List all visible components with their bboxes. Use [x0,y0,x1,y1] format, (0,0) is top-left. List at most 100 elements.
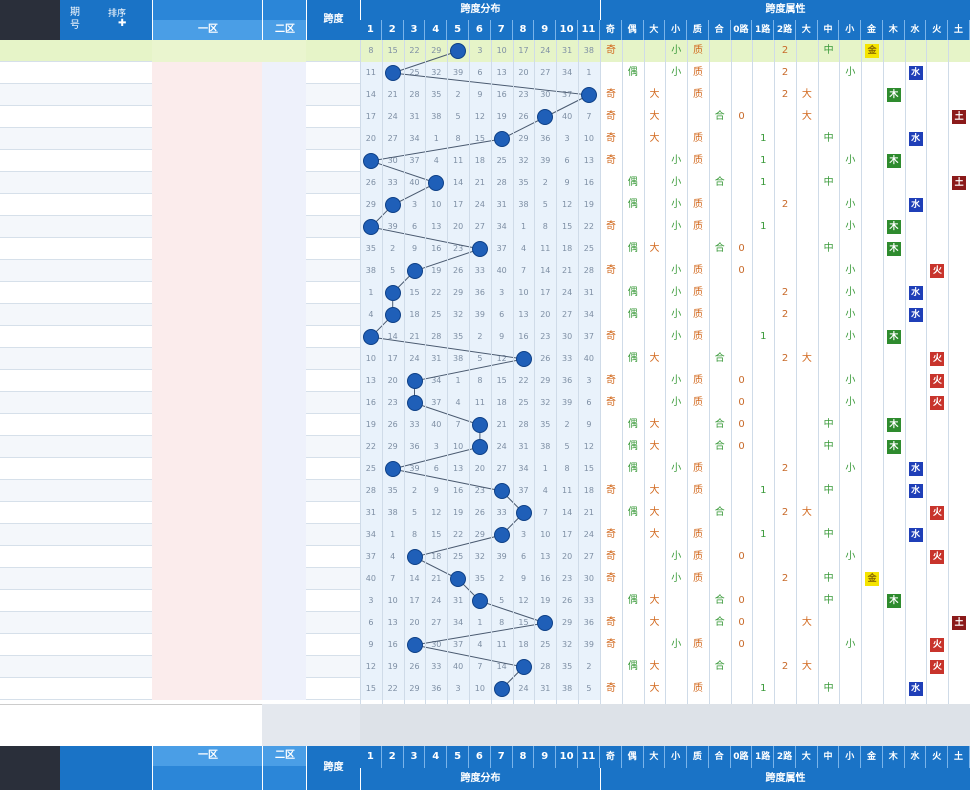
sort-label[interactable]: 排序 [108,9,127,19]
footer-span-number-cell: 7 [490,746,513,768]
attribute-header-cell: 合 [708,20,731,40]
issue-header[interactable]: 期号 排序 ✚ [60,0,152,40]
element-mark: 木 [886,154,901,168]
span-ball [515,351,532,367]
odd-mark: 奇 [606,375,616,386]
element-mark: 水 [908,528,923,542]
band-big-mark: 大 [801,507,812,518]
zone1-cell-bg [152,216,262,238]
road-mark: 1 [760,133,767,144]
big-mark: 大 [649,507,660,518]
distribution-header: 跨度分布 [360,0,600,20]
big-mark: 大 [649,353,660,364]
zone1-header[interactable]: 一区 [152,0,263,40]
odd-mark: 奇 [606,89,616,100]
dist-grid-line [534,40,536,704]
small-mark: 小 [671,45,682,56]
footer-attribute-header-cell: 金 [861,746,883,768]
attribute-header-cell: 0路 [730,20,753,40]
footer-attribute-header-cell: 合 [708,746,731,768]
attribute-header-cell: 小 [839,20,862,40]
missing-count-cell: 22 [409,46,420,55]
zone2-cell-bg [262,282,306,304]
footer-span: 跨度 [306,746,360,790]
footer-distribution-label: 跨度分布 [460,773,501,784]
zone2-cell-bg [262,40,306,62]
attribute-cell-bg [600,480,970,502]
attribute-header-cell: 水 [904,20,927,40]
band-big-mark: 大 [801,353,812,364]
zone2-cell-bg [262,348,306,370]
span-ball [471,417,488,433]
attr-grid-line [839,40,841,704]
attribute-header-cell: 火 [926,20,949,40]
span-ball [406,637,423,653]
zone2-cell-bg [262,260,306,282]
band-small-mark: 小 [845,639,856,650]
attribute-cell-bg [600,546,970,568]
footer-span-number-cell: 8 [512,746,535,768]
road-mark: 2 [781,661,789,672]
odd-mark: 奇 [606,485,616,496]
span-ball [384,197,401,213]
road-mark: 1 [760,485,767,496]
element-mark: 火 [930,396,945,410]
attribute-cell-bg [600,304,970,326]
small-mark: 小 [671,639,682,650]
footer-span-number-cell: 9 [534,746,557,768]
zone1-cell-bg [152,458,262,480]
missing-count-cell: 38 [583,46,594,55]
attribute-cell-bg [600,458,970,480]
zone1-cell-bg [152,414,262,436]
small-mark: 小 [671,463,682,474]
dist-grid-line [469,40,470,704]
zone1-cell-bg [152,392,262,414]
element-mark: 木 [886,242,901,256]
prime-mark: 质 [693,67,704,78]
attribute-header-cell: 质 [687,20,709,40]
composite-mark: 合 [714,507,725,518]
attribute-cell-bg [600,106,970,128]
odd-mark: 奇 [606,45,616,56]
span-ball [471,593,488,609]
zone2-cell-bg [262,326,306,348]
missing-count-cell: 31 [561,46,573,55]
zone1-label: 一区 [153,20,263,40]
small-mark: 小 [671,265,682,276]
zone2-cell-bg [262,194,306,216]
attribute-label: 跨度属性 [765,4,806,15]
odd-mark: 奇 [606,221,616,232]
zone2-header[interactable]: 二区 [262,0,307,40]
sort-arrow-icon[interactable]: ✚ [118,18,127,29]
attribute-cell-bg [600,326,970,348]
zone2-cell-bg [262,502,306,524]
even-mark: 偶 [627,199,638,210]
band-mid-mark: 中 [823,595,834,606]
span-number-header-cell: 6 [469,20,491,40]
zone2-cell-bg [262,590,306,612]
span-ball [515,659,532,675]
prime-mark: 质 [693,309,704,320]
element-mark: 土 [952,110,967,124]
attr-grid-line [861,40,863,704]
attr-grid-line [600,40,601,704]
prime-mark: 质 [693,551,704,562]
band-small-mark: 小 [845,199,856,210]
prime-mark: 质 [693,375,704,386]
even-mark: 偶 [627,287,638,298]
prime-mark: 质 [693,639,704,650]
small-mark: 小 [671,155,682,166]
band-small-mark: 小 [845,67,856,78]
span-number-header-cell: 3 [403,20,426,40]
road-mark: 0 [738,551,745,562]
attribute-header-row: 奇偶大小质合 0路 1路 2路大中小金木水火土 [600,20,970,40]
attr-grid-line [708,40,710,704]
blank-input-area[interactable] [0,704,262,726]
attribute-cell-bg [600,392,970,414]
big-mark: 大 [649,661,660,672]
zone1-cell-bg [152,590,262,612]
road-mark: 0 [738,639,745,650]
span-header[interactable]: 跨度 [306,0,360,40]
attribute-cell-bg [600,62,970,84]
